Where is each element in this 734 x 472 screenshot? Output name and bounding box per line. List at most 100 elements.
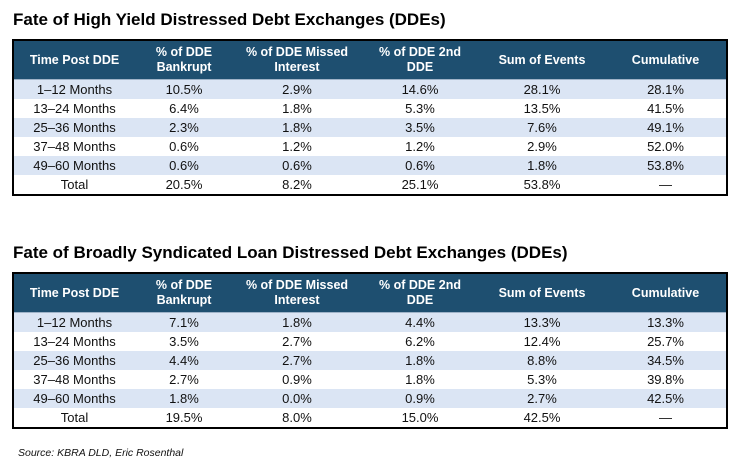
- total-cell: 20.5%: [135, 175, 233, 195]
- table-cell: 10.5%: [135, 79, 233, 99]
- table-cell: 41.5%: [605, 99, 727, 118]
- high-yield-dde-table: Time Post DDE% of DDE Bankrupt% of DDE M…: [12, 39, 728, 196]
- table-cell: 8.8%: [479, 351, 605, 370]
- table-cell: 52.0%: [605, 137, 727, 156]
- total-cell: 8.2%: [233, 175, 361, 195]
- column-header: % of DDE Bankrupt: [135, 40, 233, 80]
- column-header: % of DDE Missed Interest: [233, 273, 361, 313]
- row-label: 13–24 Months: [13, 99, 135, 118]
- table-cell: 4.4%: [361, 312, 479, 332]
- column-header: % of DDE Missed Interest: [233, 40, 361, 80]
- column-header: % of DDE Bankrupt: [135, 273, 233, 313]
- table-cell: 6.4%: [135, 99, 233, 118]
- table-cell: 12.4%: [479, 332, 605, 351]
- table-row: 13–24 Months 6.4% 1.8% 5.3% 13.5% 41.5%: [13, 99, 727, 118]
- column-header: Cumulative: [605, 273, 727, 313]
- row-label: 49–60 Months: [13, 389, 135, 408]
- column-header: Time Post DDE: [13, 273, 135, 313]
- table-cell: 13.3%: [479, 312, 605, 332]
- table-cell: 2.9%: [233, 79, 361, 99]
- table-header-row: Time Post DDE% of DDE Bankrupt% of DDE M…: [13, 40, 727, 80]
- table-cell: 34.5%: [605, 351, 727, 370]
- total-cell: 25.1%: [361, 175, 479, 195]
- total-cell: 19.5%: [135, 408, 233, 428]
- table-row: 13–24 Months 3.5% 2.7% 6.2% 12.4% 25.7%: [13, 332, 727, 351]
- table-cell: 1.8%: [135, 389, 233, 408]
- row-label: 49–60 Months: [13, 156, 135, 175]
- table-cell: 53.8%: [605, 156, 727, 175]
- table-row: 37–48 Months 2.7% 0.9% 1.8% 5.3% 39.8%: [13, 370, 727, 389]
- table-row: 49–60 Months 0.6% 0.6% 0.6% 1.8% 53.8%: [13, 156, 727, 175]
- table-cell: 3.5%: [361, 118, 479, 137]
- table-header-row: Time Post DDE% of DDE Bankrupt% of DDE M…: [13, 273, 727, 313]
- table-row: 37–48 Months 0.6% 1.2% 1.2% 2.9% 52.0%: [13, 137, 727, 156]
- table-cell: 0.9%: [233, 370, 361, 389]
- row-label: 13–24 Months: [13, 332, 135, 351]
- bsl-table-title: Fate of Broadly Syndicated Loan Distress…: [13, 243, 568, 262]
- table-cell: 7.6%: [479, 118, 605, 137]
- table-row: 25–36 Months 2.3% 1.8% 3.5% 7.6% 49.1%: [13, 118, 727, 137]
- table-row: 1–12 Months 10.5% 2.9% 14.6% 28.1% 28.1%: [13, 79, 727, 99]
- row-label: 1–12 Months: [13, 79, 135, 99]
- column-header: % of DDE 2nd DDE: [361, 40, 479, 80]
- table-cell: 25.7%: [605, 332, 727, 351]
- table-cell: 0.6%: [233, 156, 361, 175]
- table-row: 49–60 Months 1.8% 0.0% 0.9% 2.7% 42.5%: [13, 389, 727, 408]
- table-cell: 0.6%: [135, 137, 233, 156]
- table-cell: 7.1%: [135, 312, 233, 332]
- column-header: Time Post DDE: [13, 40, 135, 80]
- table-cell: 6.2%: [361, 332, 479, 351]
- total-row: Total 19.5% 8.0% 15.0% 42.5% —: [13, 408, 727, 428]
- table-cell: 1.8%: [361, 351, 479, 370]
- row-label: 37–48 Months: [13, 370, 135, 389]
- table-cell: 2.7%: [233, 332, 361, 351]
- column-header: Cumulative: [605, 40, 727, 80]
- table-cell: 2.7%: [479, 389, 605, 408]
- table-cell: 13.5%: [479, 99, 605, 118]
- table-cell: 0.0%: [233, 389, 361, 408]
- source-note: Source: KBRA DLD, Eric Rosenthal: [18, 447, 184, 459]
- table-cell: 3.5%: [135, 332, 233, 351]
- bsl-dde-table: Time Post DDE% of DDE Bankrupt% of DDE M…: [12, 272, 728, 429]
- row-label: 1–12 Months: [13, 312, 135, 332]
- table-row: 1–12 Months 7.1% 1.8% 4.4% 13.3% 13.3%: [13, 312, 727, 332]
- table-cell: 1.8%: [233, 312, 361, 332]
- table-cell: 1.8%: [233, 118, 361, 137]
- table-cell: 28.1%: [479, 79, 605, 99]
- table-cell: 0.6%: [135, 156, 233, 175]
- table-cell: 49.1%: [605, 118, 727, 137]
- table-cell: 0.6%: [361, 156, 479, 175]
- table-cell: 1.2%: [233, 137, 361, 156]
- row-label: 25–36 Months: [13, 351, 135, 370]
- table-cell: 1.8%: [233, 99, 361, 118]
- column-header: % of DDE 2nd DDE: [361, 273, 479, 313]
- table-cell: 1.8%: [479, 156, 605, 175]
- total-label: Total: [13, 175, 135, 195]
- total-label: Total: [13, 408, 135, 428]
- table-cell: 5.3%: [361, 99, 479, 118]
- total-cell: —: [605, 175, 727, 195]
- table-cell: 5.3%: [479, 370, 605, 389]
- table-cell: 2.7%: [233, 351, 361, 370]
- total-cell: 42.5%: [479, 408, 605, 428]
- table-cell: 42.5%: [605, 389, 727, 408]
- total-cell: —: [605, 408, 727, 428]
- total-cell: 53.8%: [479, 175, 605, 195]
- table-cell: 28.1%: [605, 79, 727, 99]
- column-header: Sum of Events: [479, 273, 605, 313]
- table-cell: 2.7%: [135, 370, 233, 389]
- table-cell: 14.6%: [361, 79, 479, 99]
- total-cell: 15.0%: [361, 408, 479, 428]
- table-cell: 2.3%: [135, 118, 233, 137]
- row-label: 25–36 Months: [13, 118, 135, 137]
- table-cell: 0.9%: [361, 389, 479, 408]
- table-cell: 1.8%: [361, 370, 479, 389]
- table-cell: 2.9%: [479, 137, 605, 156]
- table-row: 25–36 Months 4.4% 2.7% 1.8% 8.8% 34.5%: [13, 351, 727, 370]
- table-cell: 39.8%: [605, 370, 727, 389]
- table-cell: 13.3%: [605, 312, 727, 332]
- table-cell: 1.2%: [361, 137, 479, 156]
- total-cell: 8.0%: [233, 408, 361, 428]
- table-cell: 4.4%: [135, 351, 233, 370]
- high-yield-table-title: Fate of High Yield Distressed Debt Excha…: [13, 10, 446, 29]
